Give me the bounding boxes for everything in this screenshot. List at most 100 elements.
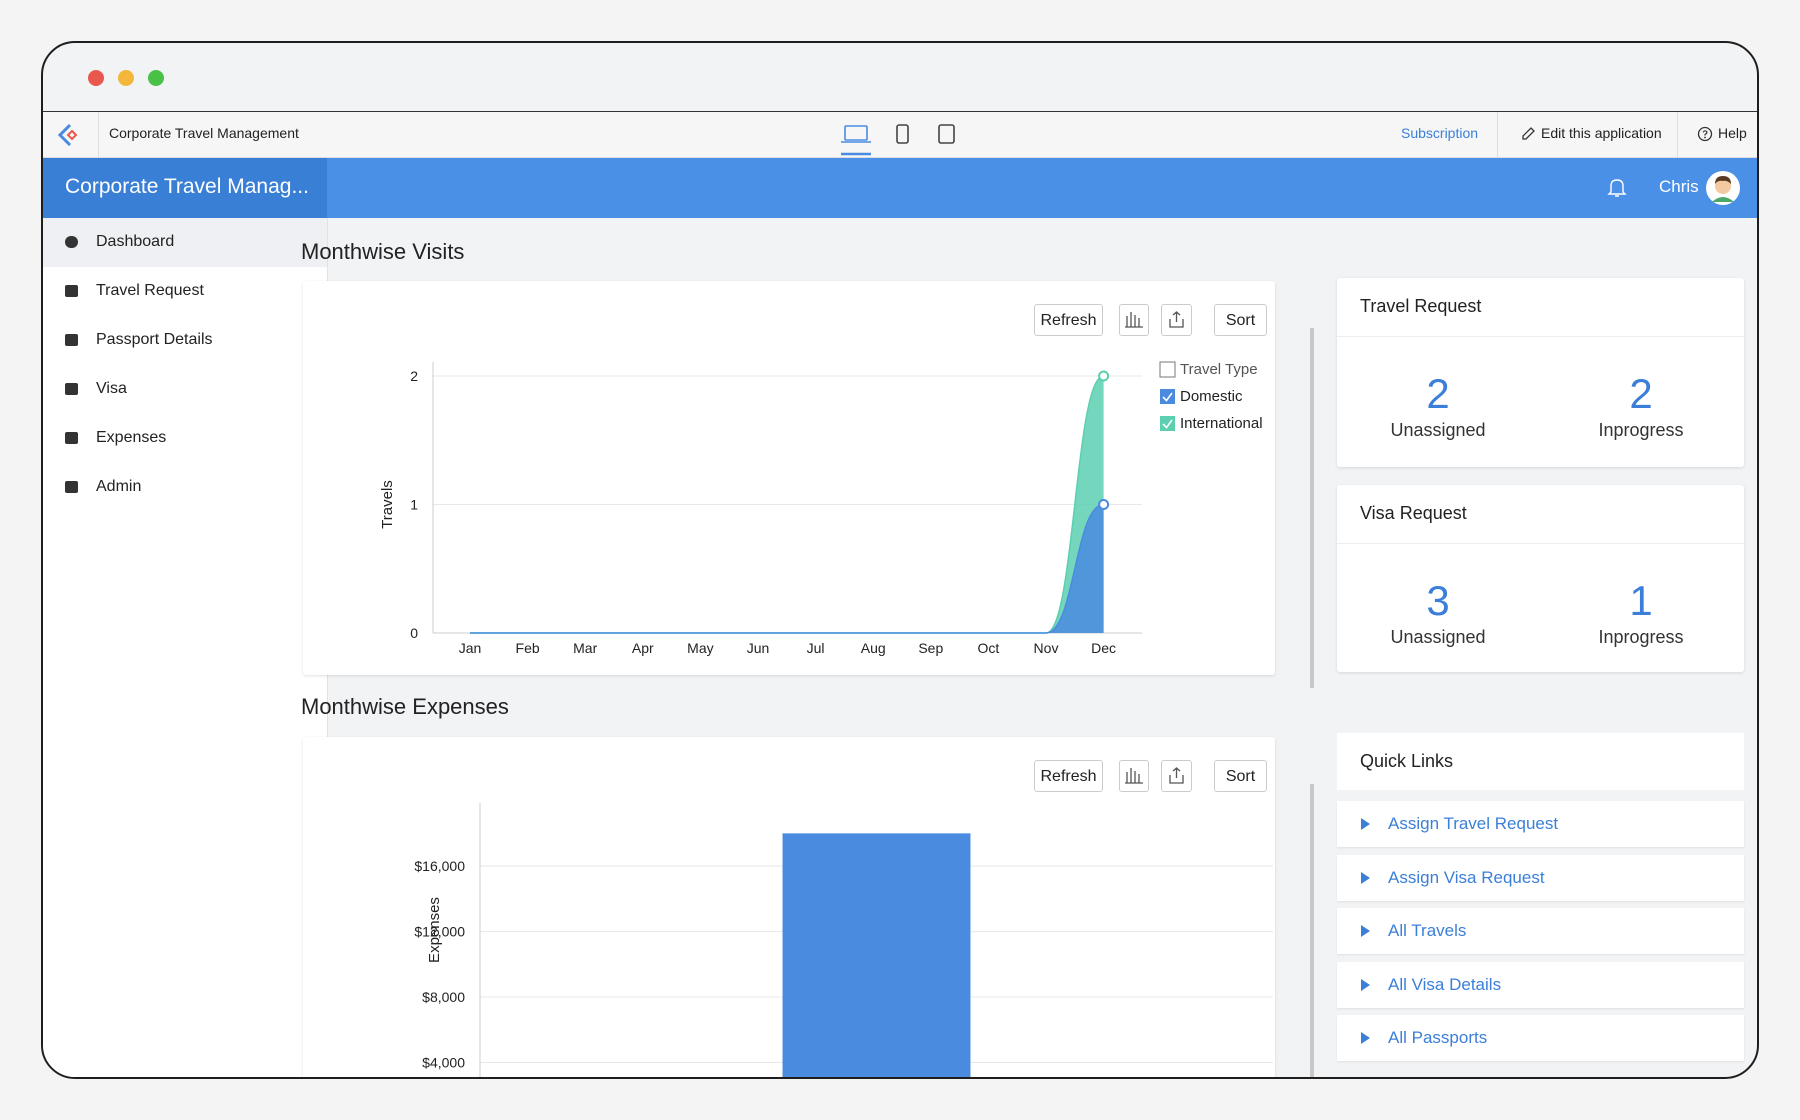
y-axis-label: Travels — [379, 480, 396, 529]
icon-shape — [65, 383, 78, 395]
x-tick-label: Feb — [516, 640, 540, 656]
stat-value: 1 — [1629, 577, 1653, 624]
section-title: Monthwise Visits — [301, 239, 465, 264]
quick-link[interactable]: Assign Visa Request — [1337, 854, 1744, 901]
legend-swatch[interactable] — [1160, 416, 1175, 431]
stat-value: 2 — [1426, 370, 1450, 417]
export-button[interactable] — [1161, 304, 1192, 336]
item-icon — [65, 432, 78, 444]
quick-link[interactable]: All Passports — [1337, 1015, 1744, 1061]
item-icon — [65, 481, 78, 493]
legend-check — [1162, 392, 1173, 402]
refresh-button[interactable]: Refresh — [1034, 760, 1103, 792]
sort-button[interactable]: Sort — [1214, 304, 1267, 336]
charts: 0 1 2 Travels Jan Feb Mar Apr May Jun Jul Aug Sep Oct… — [379, 328, 1314, 1077]
chart-type-button[interactable] — [1119, 304, 1149, 336]
y-tick-label: 2 — [410, 368, 418, 384]
bar-icon — [1125, 768, 1143, 784]
device-switcher[interactable] — [833, 120, 973, 157]
arrow-shape — [1361, 818, 1370, 830]
arrow-shape — [1361, 925, 1370, 937]
stat-label: Unassigned — [1390, 627, 1486, 647]
link-label: All Passports — [1388, 1028, 1488, 1047]
user-avatar[interactable] — [1705, 170, 1741, 206]
legend-title: Travel Type — [1180, 361, 1258, 378]
link-label: All Travels — [1388, 921, 1467, 940]
sidebar-item[interactable]: Expenses — [43, 414, 327, 463]
quick-link[interactable]: All Visa Details — [1337, 961, 1744, 1008]
window-controls — [88, 70, 164, 86]
x-tick-label: Dec — [1091, 640, 1116, 656]
bar-icon — [1125, 312, 1143, 328]
quick-links-header: Quick Links — [1337, 733, 1744, 790]
subscription-link[interactable]: Subscription — [1401, 125, 1479, 141]
icon-shape — [65, 481, 78, 493]
y-tick-label: $12,000 — [414, 924, 465, 940]
arrow-shape — [1361, 1032, 1370, 1044]
item-icon — [65, 334, 78, 346]
quick-link[interactable]: All Travels — [1337, 908, 1744, 954]
export-icon — [1169, 767, 1184, 784]
link-label: Assign Travel Request — [1388, 814, 1559, 833]
x-tick-label: May — [687, 640, 713, 656]
legend-check — [1162, 419, 1173, 429]
stat-label: Inprogress — [1598, 627, 1684, 647]
x-tick-label: Oct — [978, 640, 1000, 656]
help-link[interactable]: Help — [1718, 125, 1747, 141]
x-tick-label: Apr — [632, 640, 654, 656]
app-window: Corporate Travel Management Subscription… — [41, 41, 1759, 1079]
point-marker — [1098, 370, 1110, 382]
app-toolbar: Corporate Travel Management Subscription… — [43, 111, 1757, 158]
item-icon — [65, 236, 78, 248]
stat-label: Inprogress — [1598, 420, 1684, 440]
item-label: Passport Details — [96, 331, 213, 348]
sidebar-item[interactable]: Dashboard — [43, 218, 327, 267]
y-tick-label: 0 — [410, 625, 418, 641]
edit-application-link[interactable]: Edit this application — [1541, 125, 1662, 141]
card-title: Travel Request — [1360, 296, 1482, 316]
chart-type-button[interactable] — [1119, 760, 1149, 792]
icon-shape — [65, 432, 78, 444]
sidebar-item[interactable]: Visa — [43, 365, 327, 414]
scrollbar — [1310, 328, 1314, 688]
stat-value: 2 — [1629, 370, 1653, 417]
link-arrow — [1361, 1032, 1370, 1044]
area-line — [470, 503, 1104, 634]
quick-links: Quick Links Assign Travel Request Assign … — [1337, 733, 1744, 1077]
y-tick-label: $16,000 — [414, 858, 465, 874]
link-arrow — [1361, 818, 1370, 830]
y-tick-label: $4,000 — [422, 1055, 465, 1071]
x-tick-label: Nov — [1034, 640, 1059, 656]
app-logo — [57, 123, 78, 147]
area-fill — [470, 504, 1104, 633]
export-button[interactable] — [1161, 760, 1192, 792]
icon-shape — [65, 285, 78, 297]
export-icon — [1169, 311, 1184, 328]
help-icon — [1697, 126, 1713, 142]
x-tick-label: Sep — [918, 640, 943, 656]
user-name[interactable]: Chris — [1659, 177, 1699, 196]
legend-swatch[interactable] — [1160, 389, 1175, 404]
y-tick-label: $8,000 — [422, 989, 465, 1005]
x-tick-label: Aug — [861, 640, 886, 656]
app-title: Corporate Travel Management — [109, 125, 299, 141]
stat-card: Travel Request 2 Unassigned 2 Inprogress — [1337, 278, 1744, 467]
item-label: Expenses — [96, 429, 167, 446]
icon-shape — [65, 236, 78, 248]
link-label: Assign Visa Request — [1388, 867, 1545, 887]
notification-bell[interactable] — [1607, 177, 1627, 199]
refresh-button[interactable]: Refresh — [1034, 304, 1103, 336]
item-label: Admin — [96, 478, 142, 495]
link-arrow — [1361, 871, 1370, 884]
quick-link[interactable]: Assign Travel Request — [1337, 801, 1744, 847]
point-marker — [1098, 499, 1110, 510]
stat-label: Unassigned — [1390, 420, 1486, 440]
item-label: Visa — [96, 380, 127, 397]
stat-card: Visa Request 3 Unassigned 1 Inprogress — [1337, 485, 1744, 672]
y-tick-label: 1 — [410, 497, 418, 513]
item-icon — [65, 383, 78, 395]
link-label: All Visa Details — [1388, 974, 1502, 994]
sort-button[interactable]: Sort — [1214, 760, 1267, 792]
header-title: Corporate Travel Manag... — [65, 175, 309, 198]
